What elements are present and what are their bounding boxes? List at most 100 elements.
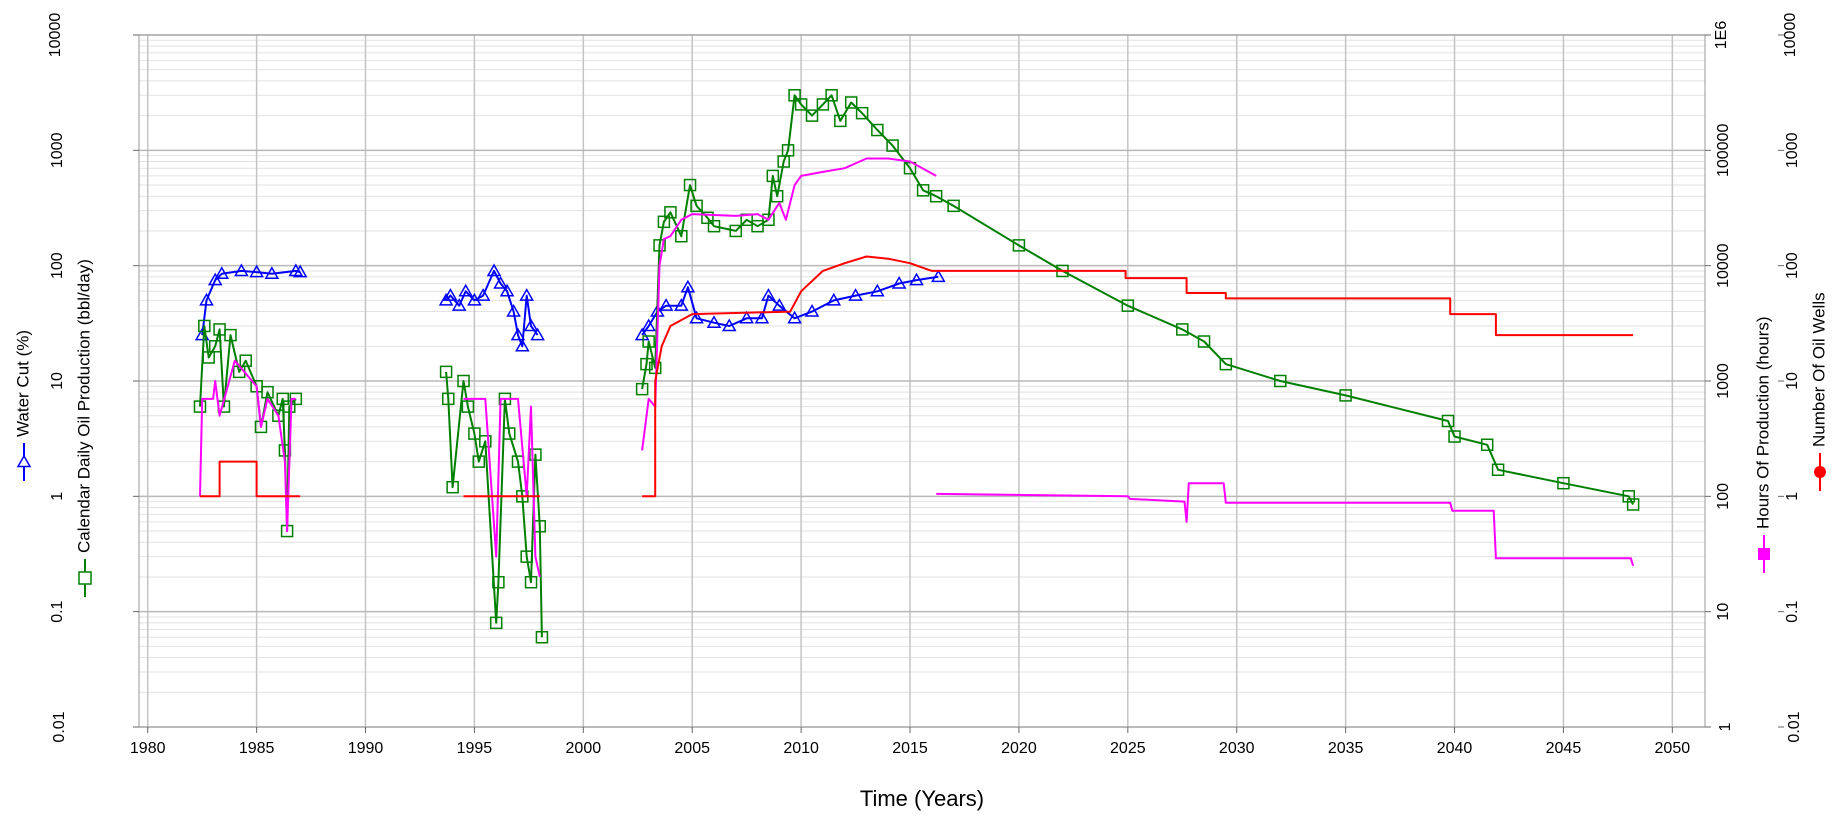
legend-marker: [16, 454, 32, 468]
data-point: [523, 318, 539, 332]
data-point: [706, 315, 722, 328]
y-tick-label: 100000: [1715, 124, 1732, 177]
data-point: [653, 239, 666, 252]
y-tick-label: 100: [49, 252, 66, 279]
y-tick-label: 0.1: [1784, 600, 1801, 622]
axis-title: Calendar Daily Oil Production (bbl/day): [74, 259, 93, 553]
series-markers: [194, 263, 946, 352]
data-point: [289, 392, 303, 406]
data-point: [208, 340, 222, 353]
data-point: [472, 455, 486, 468]
data-point: [446, 480, 459, 494]
data-point: [761, 288, 776, 301]
data-point: [1121, 299, 1135, 312]
data-point: [202, 351, 215, 364]
x-tick-label: 2005: [674, 740, 710, 757]
data-point: [451, 298, 467, 311]
x-tick-label: 1995: [457, 740, 493, 757]
y-tick-label: 0.01: [51, 711, 68, 742]
data-point: [519, 288, 534, 301]
data-point: [870, 283, 885, 297]
data-point: [903, 161, 917, 175]
data-point: [1176, 323, 1189, 336]
data-point: [443, 288, 458, 301]
x-tick-label: 2040: [1437, 740, 1473, 757]
legend-symbol: [78, 571, 92, 585]
data-point: [288, 263, 304, 277]
data-point: [931, 269, 946, 283]
data-point: [503, 427, 516, 440]
legend-marker: [78, 571, 92, 585]
data-point: [674, 298, 689, 311]
data-point: [457, 374, 470, 388]
y-tick-label: 10: [1784, 372, 1801, 390]
data-point: [701, 211, 714, 225]
data-point: [506, 304, 521, 317]
series-line: [199, 157, 1635, 578]
data-point: [1480, 438, 1494, 452]
y-tick-label: 0.01: [1786, 711, 1803, 742]
y-tick-label: 0.1: [49, 600, 66, 622]
data-point: [283, 400, 296, 413]
data-point: [641, 318, 656, 332]
axis-title: Hours Of Production (hours): [1753, 316, 1772, 529]
data-point: [707, 219, 721, 233]
data-point: [510, 327, 526, 341]
y-tick-label: 1: [1784, 492, 1801, 501]
data-point: [680, 279, 696, 293]
grid: [139, 34, 1705, 728]
data-point: [529, 448, 542, 461]
data-point: [683, 178, 697, 192]
data-point: [634, 327, 650, 341]
data-point: [264, 266, 280, 280]
data-point: [805, 109, 819, 122]
x-tick-label: 1985: [239, 740, 275, 757]
data-point: [1441, 414, 1455, 428]
y-tick-label: 1: [1717, 722, 1734, 731]
data-point: [1491, 463, 1505, 477]
data-point: [855, 106, 869, 120]
y-tick-label: 10000: [47, 13, 64, 58]
x-tick-label: 2030: [1219, 740, 1255, 757]
series-markers: [193, 89, 1640, 644]
data-point: [1197, 335, 1211, 348]
data-point: [199, 292, 214, 306]
x-axis-title: Time (Years): [860, 786, 984, 811]
data-point: [721, 318, 737, 332]
data-point: [475, 288, 491, 301]
data-point: [224, 328, 237, 342]
x-tick-label: 1990: [348, 740, 384, 757]
data-point: [1012, 239, 1026, 252]
data-point: [234, 263, 249, 277]
data-point: [193, 400, 207, 413]
data-point: [439, 365, 453, 379]
y-tick-label: 10: [1715, 603, 1732, 621]
y-tick-label: 1000: [49, 132, 66, 168]
data-point: [834, 114, 847, 128]
data-point: [261, 385, 274, 399]
data-point: [640, 357, 653, 371]
data-point: [675, 229, 688, 243]
data-point: [515, 338, 530, 352]
y-tick-label: 1E6: [1713, 21, 1730, 50]
data-point: [1339, 389, 1352, 402]
data-point: [658, 298, 674, 311]
data-point: [751, 219, 764, 233]
data-point: [207, 272, 223, 286]
y-tick-label: 10000: [1715, 243, 1732, 288]
data-point: [826, 292, 842, 306]
legend-symbol: [16, 454, 32, 468]
axis-title: Water Cut (%): [13, 330, 32, 437]
data-point: [657, 215, 671, 229]
data-point: [1557, 476, 1570, 490]
axis-title: Number Of Oil Wells: [1809, 292, 1828, 447]
y-tick-label: 10: [49, 372, 66, 390]
data-point: [929, 189, 943, 203]
x-tick-label: 2015: [892, 740, 928, 757]
data-point: [499, 283, 515, 297]
data-point: [762, 213, 775, 227]
y-tick-label: 1: [49, 492, 66, 501]
data-point: [766, 169, 780, 183]
